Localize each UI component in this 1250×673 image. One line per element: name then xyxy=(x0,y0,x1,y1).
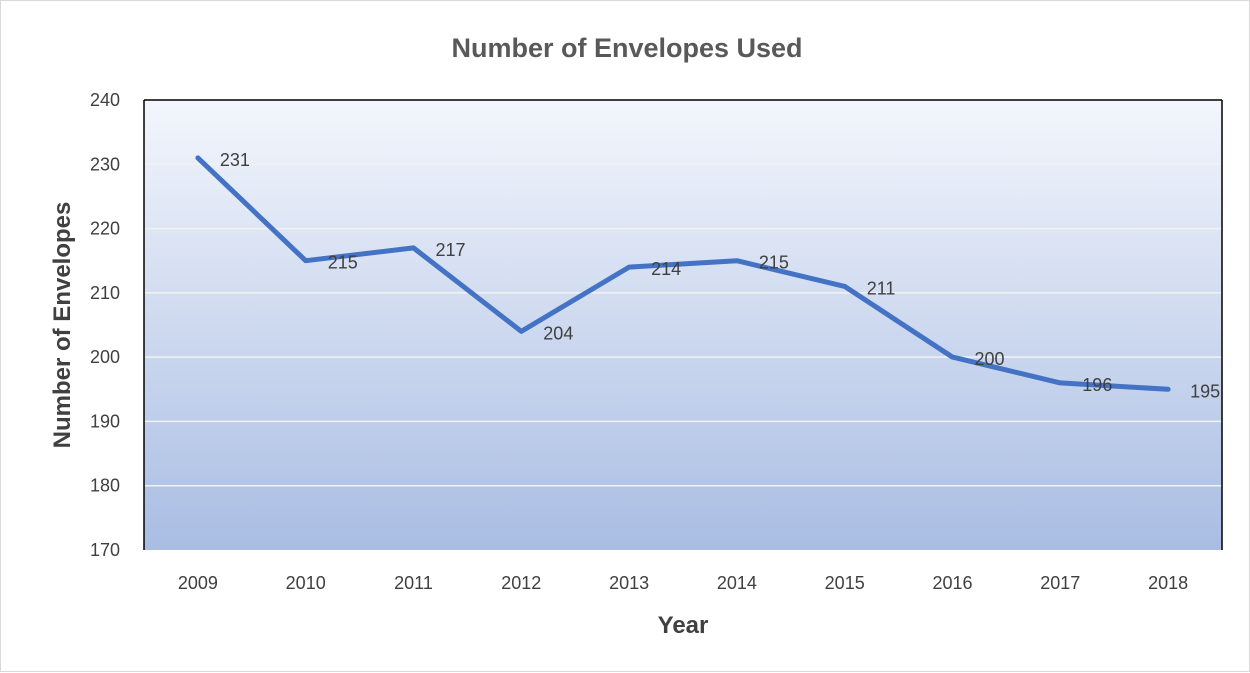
x-tick-label: 2015 xyxy=(825,573,865,593)
x-tick-label: 2011 xyxy=(394,573,433,593)
y-tick-label: 210 xyxy=(90,283,120,303)
data-label: 231 xyxy=(220,150,250,170)
data-labels: 231 215 217 204 214 215 211 200 196 195 xyxy=(220,150,1220,401)
y-tick-label: 170 xyxy=(90,540,120,560)
x-axis-tick-labels: 2009 2010 2011 2012 2013 2014 2015 2016 2017 2018 xyxy=(178,573,1188,593)
x-tick-label: 2016 xyxy=(932,573,972,593)
plot-area xyxy=(144,100,1222,550)
data-label: 214 xyxy=(651,259,681,279)
x-tick-label: 2012 xyxy=(501,573,541,593)
x-tick-label: 2014 xyxy=(717,573,757,593)
data-label: 200 xyxy=(975,349,1005,369)
x-tick-label: 2009 xyxy=(178,573,218,593)
data-label: 204 xyxy=(543,323,573,343)
data-label: 195 xyxy=(1190,381,1220,401)
y-tick-label: 230 xyxy=(90,154,120,174)
y-axis-tick-labels: 170 180 190 200 210 220 230 240 xyxy=(90,90,120,560)
data-label: 215 xyxy=(328,253,358,273)
gridlines xyxy=(144,163,1222,487)
y-tick-label: 220 xyxy=(90,219,120,239)
x-tick-label: 2013 xyxy=(609,573,649,593)
data-label: 196 xyxy=(1082,375,1112,395)
series-line xyxy=(195,155,1171,392)
data-label: 217 xyxy=(436,240,466,260)
x-axis-title: Year xyxy=(658,612,709,639)
data-label: 211 xyxy=(867,278,896,298)
y-tick-label: 180 xyxy=(90,476,120,496)
y-tick-label: 190 xyxy=(90,411,120,431)
x-tick-label: 2010 xyxy=(286,573,326,593)
x-tick-label: 2017 xyxy=(1040,573,1080,593)
chart-title: Number of Envelopes Used xyxy=(451,33,802,63)
data-label: 215 xyxy=(759,253,789,273)
y-tick-label: 200 xyxy=(90,347,120,367)
y-axis-title: Number of Envelopes xyxy=(49,202,76,449)
y-tick-label: 240 xyxy=(90,90,120,110)
x-tick-label: 2018 xyxy=(1148,573,1188,593)
